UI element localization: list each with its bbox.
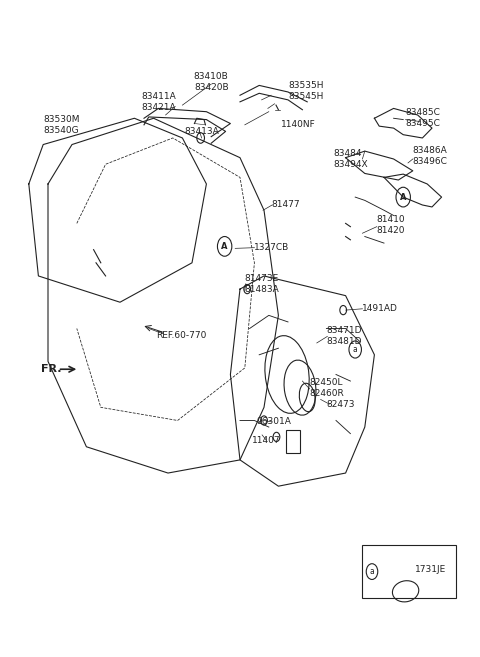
Text: 83535H
83545H: 83535H 83545H xyxy=(288,81,324,101)
Text: 82450L
82460R: 82450L 82460R xyxy=(310,378,344,397)
Text: 1140NF: 1140NF xyxy=(281,120,315,129)
Text: 83486A
83496C: 83486A 83496C xyxy=(413,147,448,166)
Text: 1491AD: 1491AD xyxy=(362,304,398,313)
Text: 81410
81420: 81410 81420 xyxy=(377,215,406,235)
Bar xyxy=(286,430,300,453)
Text: A: A xyxy=(221,242,228,251)
Text: 1327CB: 1327CB xyxy=(254,243,289,252)
Text: 83484
83494X: 83484 83494X xyxy=(334,149,368,169)
Text: A: A xyxy=(400,193,407,202)
Text: 11407: 11407 xyxy=(252,436,281,445)
Text: 83410B
83420B: 83410B 83420B xyxy=(194,72,228,92)
Bar xyxy=(362,545,456,598)
Text: 82473: 82473 xyxy=(326,399,355,409)
Text: 96301A: 96301A xyxy=(256,417,291,426)
Text: a: a xyxy=(370,567,374,576)
Text: 83485C
83495C: 83485C 83495C xyxy=(406,108,441,128)
Text: 83413A: 83413A xyxy=(185,127,219,136)
Text: FR.: FR. xyxy=(41,364,61,374)
Text: 1731JE: 1731JE xyxy=(415,565,446,574)
Text: REF.60-770: REF.60-770 xyxy=(156,330,206,340)
Text: a: a xyxy=(353,345,358,354)
Text: 81477: 81477 xyxy=(271,200,300,210)
Text: 83411A
83421A: 83411A 83421A xyxy=(141,92,176,112)
Text: 81473E
81483A: 81473E 81483A xyxy=(245,274,279,294)
Text: 83530M
83540G: 83530M 83540G xyxy=(43,115,80,135)
Text: 83471D
83481D: 83471D 83481D xyxy=(326,327,362,346)
